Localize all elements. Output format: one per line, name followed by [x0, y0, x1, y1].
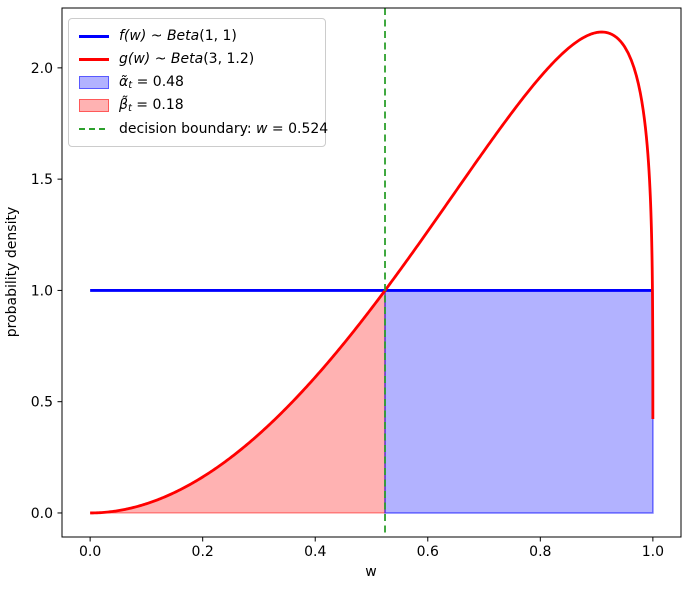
legend-label: α̃t = 0.48	[119, 74, 184, 91]
x-tick-label: 1.0	[642, 544, 664, 560]
legend-label: decision boundary: w = 0.524	[119, 121, 329, 137]
beta-region	[90, 288, 386, 514]
y-tick-label: 1.5	[31, 172, 53, 188]
legend-label: β̃t = 0.18	[119, 97, 184, 115]
y-tick-label: 0.0	[31, 506, 53, 522]
x-tick-label: 0.4	[304, 544, 326, 560]
g-density-curve	[90, 30, 655, 515]
legend-item-g-distribution: g(w) ~ Beta(3, 1.2)	[79, 48, 315, 70]
legend-item-alpha-mass: α̃t = 0.48	[79, 72, 315, 94]
y-tick-label: 2.0	[31, 61, 53, 77]
legend: f(w) ~ Beta(1, 1) g(w) ~ Beta(3, 1.2) α̃t …	[68, 18, 328, 147]
plot-contents: 0.0 0.2 0.4 0.6 0.8 1.0 0.0 0.5 1.0 1.5 2.0	[31, 8, 664, 560]
y-tick-label: 0.5	[31, 395, 53, 411]
legend-swatch-alpha-mass	[79, 76, 109, 89]
x-axis-label: w	[365, 564, 376, 580]
legend-label: f(w) ~ Beta(1, 1)	[119, 28, 237, 44]
x-tick-label: 0.6	[417, 544, 439, 560]
legend-item-f-distribution: f(w) ~ Beta(1, 1)	[79, 25, 315, 47]
x-tick-label: 0.8	[529, 544, 551, 560]
x-tick-label: 0.2	[192, 544, 214, 560]
x-tick-label: 0.0	[79, 544, 101, 560]
alpha-region	[384, 289, 654, 514]
legend-swatch-f-distribution	[79, 34, 109, 38]
legend-item-decision-boundary: decision boundary: w = 0.524	[79, 118, 328, 140]
legend-item-beta-mass: β̃t = 0.18	[79, 95, 315, 117]
legend-swatch-g-distribution	[79, 57, 109, 61]
y-axis-label: probability density	[4, 207, 20, 337]
legend-swatch-decision-boundary	[79, 127, 109, 131]
legend-label: g(w) ~ Beta(3, 1.2)	[119, 51, 255, 68]
y-tick-label: 1.0	[31, 283, 53, 299]
plot-border	[61, 7, 682, 538]
legend-swatch-beta-mass	[79, 99, 109, 113]
